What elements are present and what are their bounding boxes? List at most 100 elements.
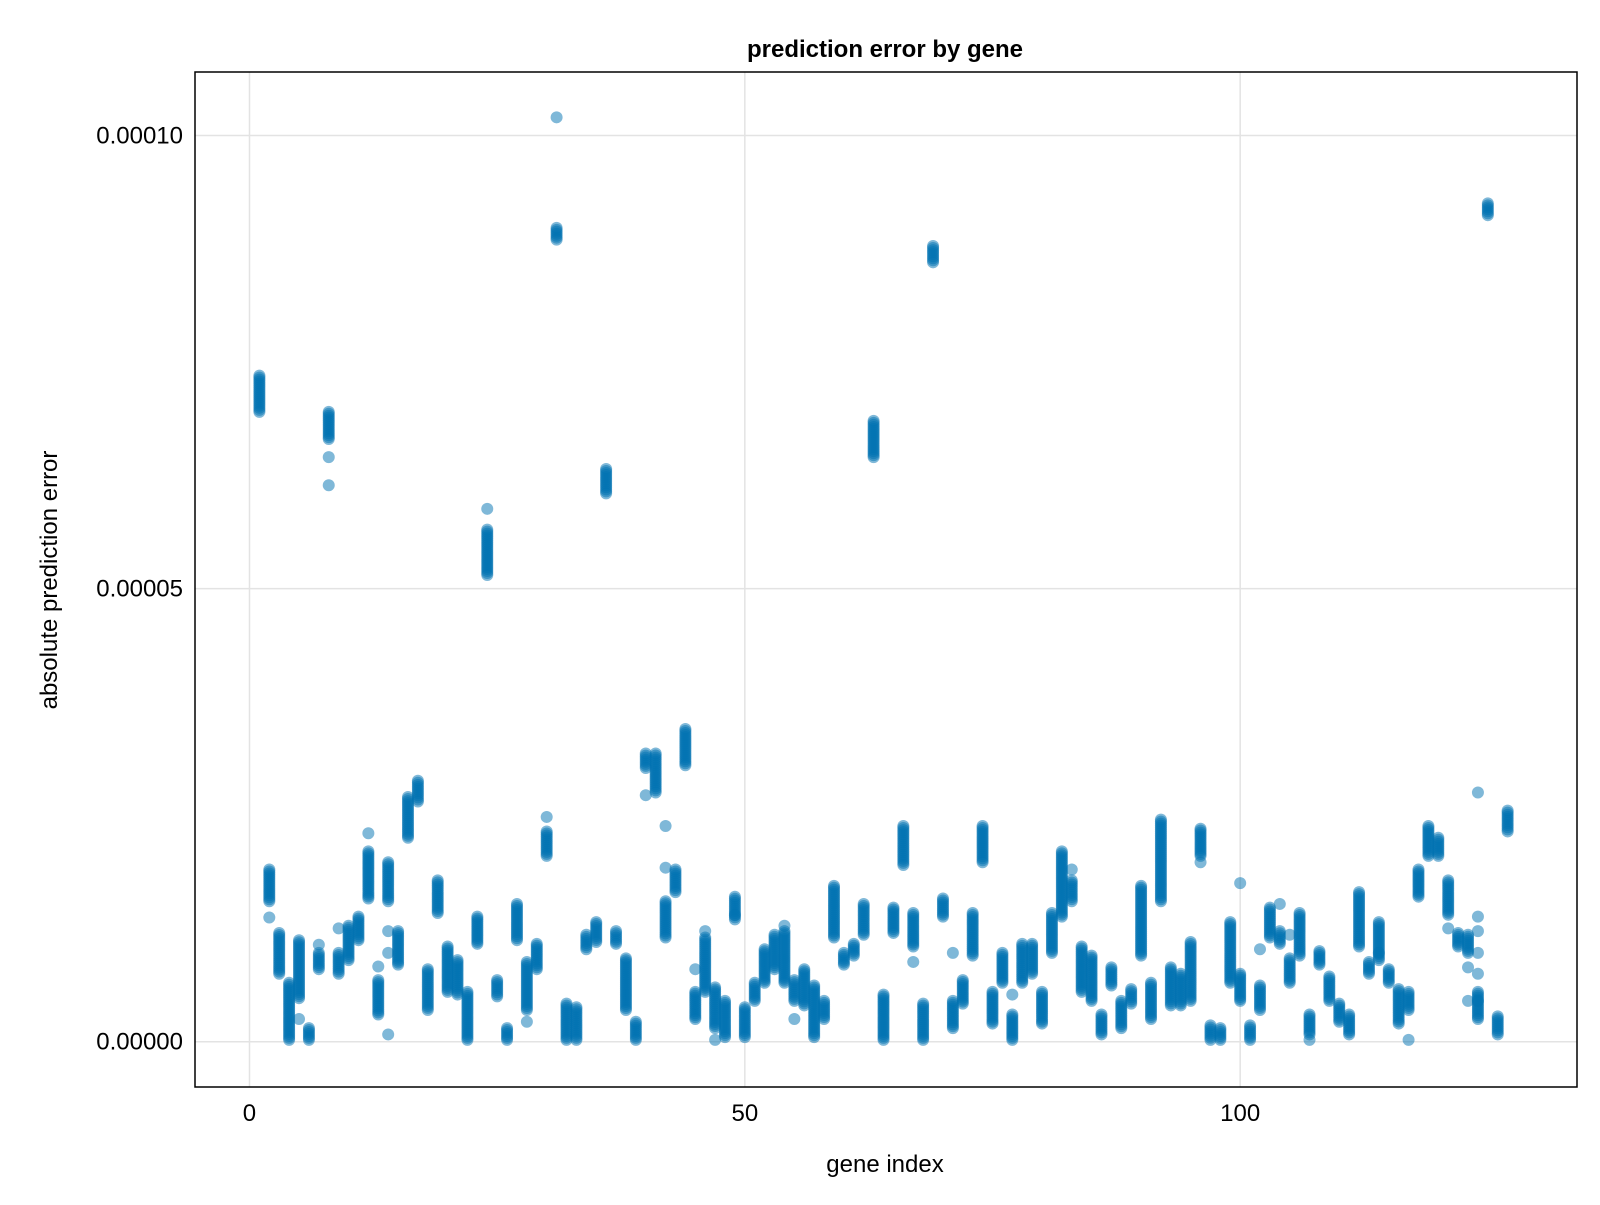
y-tick-label: 0.00010 xyxy=(96,122,183,149)
data-point-outlier xyxy=(689,963,702,976)
data-point xyxy=(1422,849,1435,862)
data-point-outlier xyxy=(1065,863,1078,876)
data-point xyxy=(392,958,405,971)
data-point xyxy=(510,934,523,947)
data-point xyxy=(550,233,563,246)
data-point xyxy=(867,451,880,464)
y-tick-label: 0.00000 xyxy=(96,1029,183,1056)
data-point-outlier xyxy=(639,789,652,802)
data-point xyxy=(590,936,603,948)
plot-frame xyxy=(194,71,1578,1088)
data-point xyxy=(1036,1017,1049,1030)
data-point xyxy=(1154,895,1167,908)
data-point xyxy=(302,1033,315,1046)
data-point xyxy=(441,985,454,998)
data-point-outlier xyxy=(1273,897,1286,910)
data-point xyxy=(1501,825,1514,838)
data-point xyxy=(1105,979,1118,992)
data-point-outlier xyxy=(1471,925,1484,938)
data-point xyxy=(253,405,266,418)
data-point xyxy=(639,762,652,774)
data-point xyxy=(748,994,761,1007)
data-point xyxy=(1353,940,1366,953)
data-point xyxy=(877,1033,890,1046)
data-point xyxy=(986,1017,999,1030)
data-point-outlier xyxy=(382,1028,395,1041)
data-point xyxy=(1323,994,1336,1007)
data-point-outlier xyxy=(1442,922,1455,935)
data-point xyxy=(927,256,940,269)
data-point xyxy=(1026,967,1039,980)
data-point xyxy=(1283,976,1296,989)
data-point xyxy=(1481,209,1494,222)
data-point-outlier xyxy=(382,925,395,938)
data-point xyxy=(1174,999,1187,1012)
data-point-outlier xyxy=(372,960,385,973)
data-point xyxy=(738,1031,751,1044)
data-point xyxy=(798,999,811,1012)
data-point-outlier xyxy=(1471,967,1484,980)
data-point-outlier xyxy=(1194,856,1207,869)
data-point-outlier xyxy=(1006,988,1019,1001)
data-point xyxy=(1125,997,1138,1010)
data-point xyxy=(293,992,306,1005)
data-point xyxy=(570,1033,583,1046)
x-axis-label: gene index xyxy=(826,1151,943,1178)
data-point-outlier xyxy=(322,479,335,492)
data-point xyxy=(421,1003,434,1016)
data-point xyxy=(768,963,781,976)
data-point xyxy=(1075,985,1088,998)
data-point xyxy=(1115,1022,1128,1035)
data-point xyxy=(481,568,494,581)
data-point xyxy=(580,943,593,956)
data-point xyxy=(946,1022,959,1035)
data-point xyxy=(1392,1017,1405,1030)
data-point xyxy=(1333,1015,1346,1028)
data-point xyxy=(540,849,553,862)
data-point xyxy=(1095,1028,1108,1041)
data-point xyxy=(471,937,484,950)
data-point-outlier xyxy=(1462,961,1475,974)
data-point xyxy=(1462,946,1475,959)
data-point xyxy=(1234,994,1247,1007)
data-point xyxy=(897,858,910,871)
data-point-outlier xyxy=(907,955,920,968)
data-point xyxy=(887,926,900,939)
data-point-outlier xyxy=(728,908,741,921)
data-point xyxy=(936,910,949,923)
data-point xyxy=(1085,994,1098,1007)
y-tick-label: 0.00005 xyxy=(96,576,183,603)
data-point xyxy=(808,1031,821,1044)
data-point xyxy=(1164,999,1177,1012)
data-point-outlier xyxy=(699,925,712,938)
data-point xyxy=(1214,1033,1227,1046)
data-point xyxy=(1253,1003,1266,1016)
data-point xyxy=(342,954,355,967)
data-point xyxy=(679,759,692,772)
data-point-outlier xyxy=(263,911,276,924)
data-point xyxy=(1016,976,1029,989)
data-point-outlier xyxy=(382,946,395,959)
data-point xyxy=(689,1013,702,1026)
data-point xyxy=(956,997,969,1010)
data-point xyxy=(758,976,771,989)
data-point xyxy=(1263,931,1276,944)
data-point xyxy=(600,487,613,500)
data-point-outlier xyxy=(946,946,959,959)
data-point xyxy=(273,967,286,980)
data-point xyxy=(1135,949,1148,962)
data-point xyxy=(520,1003,533,1016)
data-point xyxy=(1065,895,1078,908)
data-point xyxy=(709,1022,722,1035)
data-points xyxy=(253,111,1514,1046)
data-point xyxy=(719,1031,732,1044)
data-point xyxy=(629,1033,642,1046)
data-point xyxy=(1313,958,1326,971)
data-point-outlier xyxy=(520,1015,533,1028)
data-point-outlier xyxy=(778,919,791,932)
data-point xyxy=(362,892,375,905)
data-point xyxy=(649,786,662,799)
data-point xyxy=(699,985,712,998)
data-point xyxy=(451,988,464,1001)
